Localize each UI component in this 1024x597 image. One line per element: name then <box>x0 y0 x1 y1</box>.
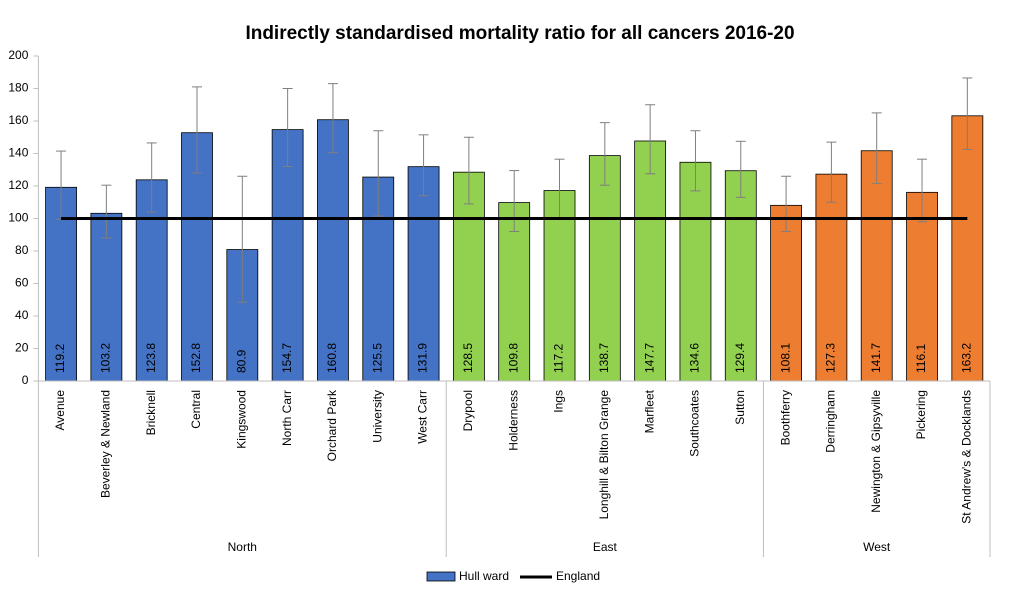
x-tick-label: Ings <box>552 390 566 413</box>
value-label: 163.2 <box>960 343 974 373</box>
bar <box>860 150 893 382</box>
x-tick-label: West Carr <box>416 390 430 444</box>
value-label: 80.9 <box>234 349 248 373</box>
legend-label: Hull ward <box>459 569 509 583</box>
bar <box>770 204 802 382</box>
value-label: 128.5 <box>461 343 475 373</box>
bar <box>815 173 848 382</box>
x-tick-label: Holderness <box>506 390 520 451</box>
y-tick-label: 100 <box>8 211 28 225</box>
y-tick-label: 180 <box>8 81 28 95</box>
y-tick-label: 200 <box>8 48 28 62</box>
value-label: 129.4 <box>733 343 747 373</box>
value-label: 138.7 <box>597 343 611 373</box>
y-tick-label: 40 <box>15 308 29 322</box>
bar <box>679 161 712 382</box>
x-tick-label: Southcoates <box>688 390 702 457</box>
x-tick-label: Avenue <box>53 390 67 431</box>
bar <box>135 179 168 382</box>
group-label: East <box>593 540 618 554</box>
value-label: 131.9 <box>416 343 430 373</box>
x-tick-label: Kingswood <box>234 390 248 449</box>
bar <box>588 155 621 382</box>
value-label: 117.2 <box>552 344 566 373</box>
value-label: 108.1 <box>778 343 792 373</box>
x-tick-label: Derringham <box>824 390 838 453</box>
legend-swatch <box>426 571 456 582</box>
x-tick-label: North Carr <box>280 390 294 446</box>
bar <box>543 190 576 382</box>
x-tick-label: University <box>370 390 384 443</box>
value-label: 125.5 <box>370 343 384 373</box>
bar <box>452 171 485 382</box>
y-tick-label: 140 <box>8 146 28 160</box>
y-tick-label: 160 <box>8 113 28 127</box>
y-tick-label: 80 <box>15 243 29 257</box>
group-label: West <box>863 540 891 554</box>
x-tick-label: Bricknell <box>144 390 158 435</box>
x-tick-label: Longhill & Bilton Grange <box>597 390 611 520</box>
value-label: 127.3 <box>824 343 838 373</box>
value-label: 134.6 <box>688 343 702 373</box>
y-tick-label: 120 <box>8 178 28 192</box>
value-label: 160.8 <box>325 343 339 373</box>
y-tick-label: 20 <box>15 341 29 355</box>
x-tick-label: Sutton <box>733 390 747 425</box>
value-label: 123.8 <box>144 343 158 373</box>
x-tick-label: Orchard Park <box>325 389 339 461</box>
value-label: 154.7 <box>280 343 294 373</box>
value-label: 152.8 <box>189 343 203 373</box>
bar <box>498 202 531 382</box>
bar <box>271 129 304 382</box>
x-tick-label: St Andrew's & Docklands <box>960 390 974 524</box>
group-label: North <box>228 540 257 554</box>
bar <box>317 119 349 382</box>
x-tick-label: Marfleet <box>642 389 656 433</box>
x-tick-label: Newington & Gipsyville <box>869 390 883 513</box>
x-tick-label: Central <box>189 390 203 429</box>
value-label: 116.1 <box>914 344 928 373</box>
x-tick-label: Pickering <box>914 390 928 439</box>
bar <box>906 191 938 382</box>
value-label: 147.7 <box>642 343 656 373</box>
value-label: 141.7 <box>869 343 883 373</box>
value-label: 109.8 <box>506 343 520 373</box>
x-tick-label: Beverley & Newland <box>99 390 113 498</box>
x-tick-label: Drypool <box>461 390 475 431</box>
chart-title: Indirectly standardised mortality ratio … <box>245 23 794 44</box>
value-label: 103.2 <box>99 343 113 373</box>
bar <box>951 115 984 382</box>
y-tick-label: 60 <box>15 276 29 290</box>
x-tick-label: Boothferry <box>778 390 792 445</box>
legend-label: England <box>556 569 600 583</box>
y-tick-label: 0 <box>22 373 29 387</box>
value-label: 119.2 <box>53 344 67 373</box>
